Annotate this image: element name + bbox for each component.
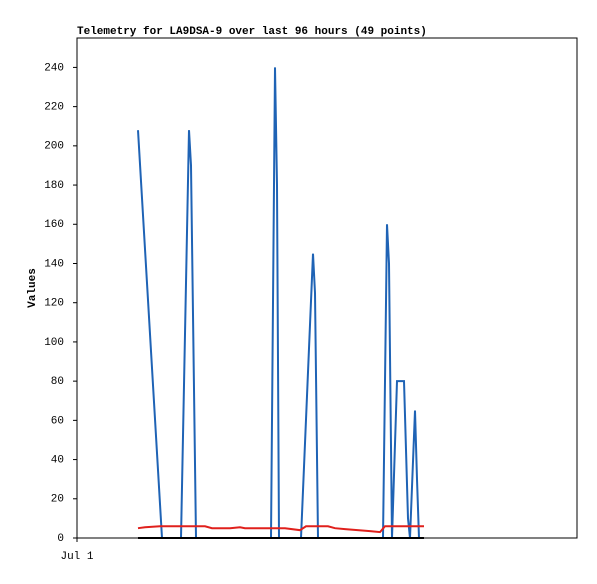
y-axis-label: Values <box>27 268 39 308</box>
series-line <box>137 525 424 534</box>
y-tick-label: 40 <box>51 454 64 466</box>
y-tick-label: 180 <box>44 180 64 192</box>
chart-title: Telemetry for LA9DSA-9 over last 96 hour… <box>77 26 427 38</box>
plot-frame <box>76 37 578 539</box>
y-tick-label: 240 <box>44 62 64 74</box>
y-tick-label: 160 <box>44 219 64 231</box>
x-tick-label: Jul 1 <box>60 551 93 563</box>
y-tick-label: 100 <box>44 337 64 349</box>
y-tick-label: 60 <box>51 415 64 427</box>
y-tick-label: 20 <box>51 494 64 506</box>
series-line <box>137 67 420 539</box>
y-tick-label: 220 <box>44 102 64 114</box>
y-tick-label: 120 <box>44 298 64 310</box>
y-tick-label: 0 <box>57 533 64 545</box>
y-tick-label: 80 <box>51 376 64 388</box>
y-tick-label: 140 <box>44 258 64 270</box>
y-tick-label: 200 <box>44 141 64 153</box>
